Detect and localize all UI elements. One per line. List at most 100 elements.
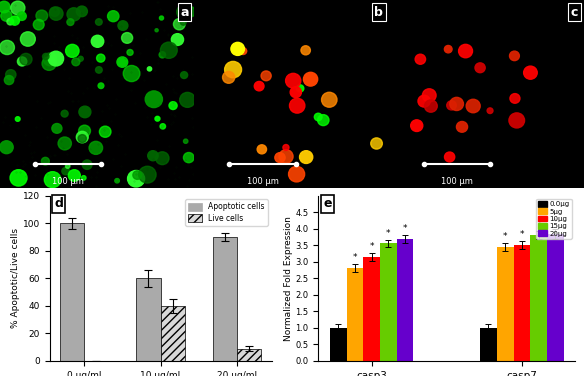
Circle shape: [50, 7, 60, 17]
Circle shape: [290, 87, 301, 98]
Circle shape: [99, 126, 111, 137]
Bar: [513, 245, 530, 361]
Circle shape: [62, 167, 69, 175]
Circle shape: [68, 170, 81, 181]
Circle shape: [304, 72, 318, 86]
Circle shape: [67, 19, 74, 26]
Circle shape: [458, 44, 472, 58]
Text: *: *: [403, 224, 407, 233]
Circle shape: [67, 8, 81, 21]
Circle shape: [171, 33, 183, 45]
Circle shape: [43, 53, 57, 66]
Circle shape: [155, 116, 160, 121]
Bar: [397, 238, 413, 361]
Circle shape: [44, 172, 61, 188]
Circle shape: [96, 54, 105, 62]
Circle shape: [20, 53, 32, 65]
Circle shape: [296, 85, 304, 92]
Circle shape: [0, 1, 10, 13]
Circle shape: [161, 42, 178, 58]
Circle shape: [77, 131, 88, 143]
Circle shape: [159, 52, 166, 58]
Text: 100 μm: 100 μm: [52, 177, 84, 186]
Circle shape: [133, 171, 142, 179]
Y-axis label: % Apoptotic/Live cells: % Apoptotic/Live cells: [11, 228, 20, 328]
Circle shape: [96, 19, 102, 25]
Circle shape: [180, 92, 195, 108]
Legend: Apoptotic cells, Live cells: Apoptotic cells, Live cells: [185, 199, 267, 226]
Circle shape: [42, 57, 56, 70]
Circle shape: [18, 57, 27, 66]
Circle shape: [183, 139, 188, 143]
Text: a: a: [180, 6, 189, 19]
Circle shape: [180, 72, 187, 79]
Circle shape: [4, 76, 14, 85]
Circle shape: [509, 51, 519, 61]
Circle shape: [371, 138, 383, 149]
Circle shape: [239, 48, 246, 55]
Circle shape: [127, 50, 133, 55]
Bar: [60, 223, 84, 361]
Text: *: *: [536, 220, 541, 229]
Circle shape: [160, 124, 166, 129]
Circle shape: [15, 117, 20, 121]
Circle shape: [318, 115, 329, 126]
Bar: [237, 349, 262, 361]
Circle shape: [290, 98, 305, 113]
Circle shape: [127, 170, 145, 187]
Circle shape: [6, 70, 16, 80]
Circle shape: [301, 46, 310, 55]
Circle shape: [425, 100, 437, 112]
Circle shape: [444, 45, 452, 53]
Text: e: e: [324, 197, 332, 210]
Circle shape: [10, 16, 19, 25]
Circle shape: [65, 164, 70, 168]
Circle shape: [415, 54, 426, 64]
Circle shape: [78, 135, 86, 143]
Circle shape: [173, 18, 185, 30]
Circle shape: [121, 33, 133, 43]
Text: 100 μm: 100 μm: [442, 177, 473, 186]
Circle shape: [11, 1, 25, 15]
Circle shape: [418, 95, 430, 107]
Y-axis label: Normalized Fold Expression: Normalized Fold Expression: [283, 216, 293, 341]
Circle shape: [115, 179, 119, 183]
Circle shape: [78, 56, 84, 61]
Circle shape: [286, 73, 301, 88]
Circle shape: [457, 121, 468, 132]
Circle shape: [18, 12, 26, 20]
Circle shape: [33, 20, 44, 30]
Circle shape: [20, 32, 36, 46]
Circle shape: [183, 153, 194, 163]
Circle shape: [118, 21, 128, 30]
Circle shape: [300, 151, 313, 164]
Circle shape: [169, 102, 177, 109]
Circle shape: [61, 110, 68, 117]
Circle shape: [283, 144, 289, 150]
Circle shape: [279, 150, 293, 163]
Circle shape: [49, 7, 63, 20]
Legend: 0.0μg, 5μg, 10μg, 15μg, 20μg: 0.0μg, 5μg, 10μg, 15μg, 20μg: [536, 199, 572, 239]
Circle shape: [155, 29, 158, 32]
Circle shape: [159, 16, 164, 20]
Circle shape: [254, 82, 264, 91]
Bar: [136, 278, 161, 361]
Circle shape: [52, 123, 62, 133]
Text: *: *: [553, 218, 558, 227]
Circle shape: [96, 67, 102, 73]
Circle shape: [77, 6, 88, 17]
Text: *: *: [520, 230, 524, 239]
Circle shape: [58, 137, 71, 150]
Circle shape: [145, 91, 162, 108]
Circle shape: [422, 89, 436, 102]
Circle shape: [48, 51, 64, 66]
Circle shape: [185, 6, 196, 17]
Bar: [363, 257, 380, 361]
Circle shape: [107, 11, 119, 22]
Circle shape: [7, 18, 14, 25]
Circle shape: [98, 83, 104, 88]
Circle shape: [81, 176, 86, 180]
Text: *: *: [353, 253, 357, 262]
Circle shape: [261, 71, 271, 81]
Circle shape: [156, 152, 169, 165]
